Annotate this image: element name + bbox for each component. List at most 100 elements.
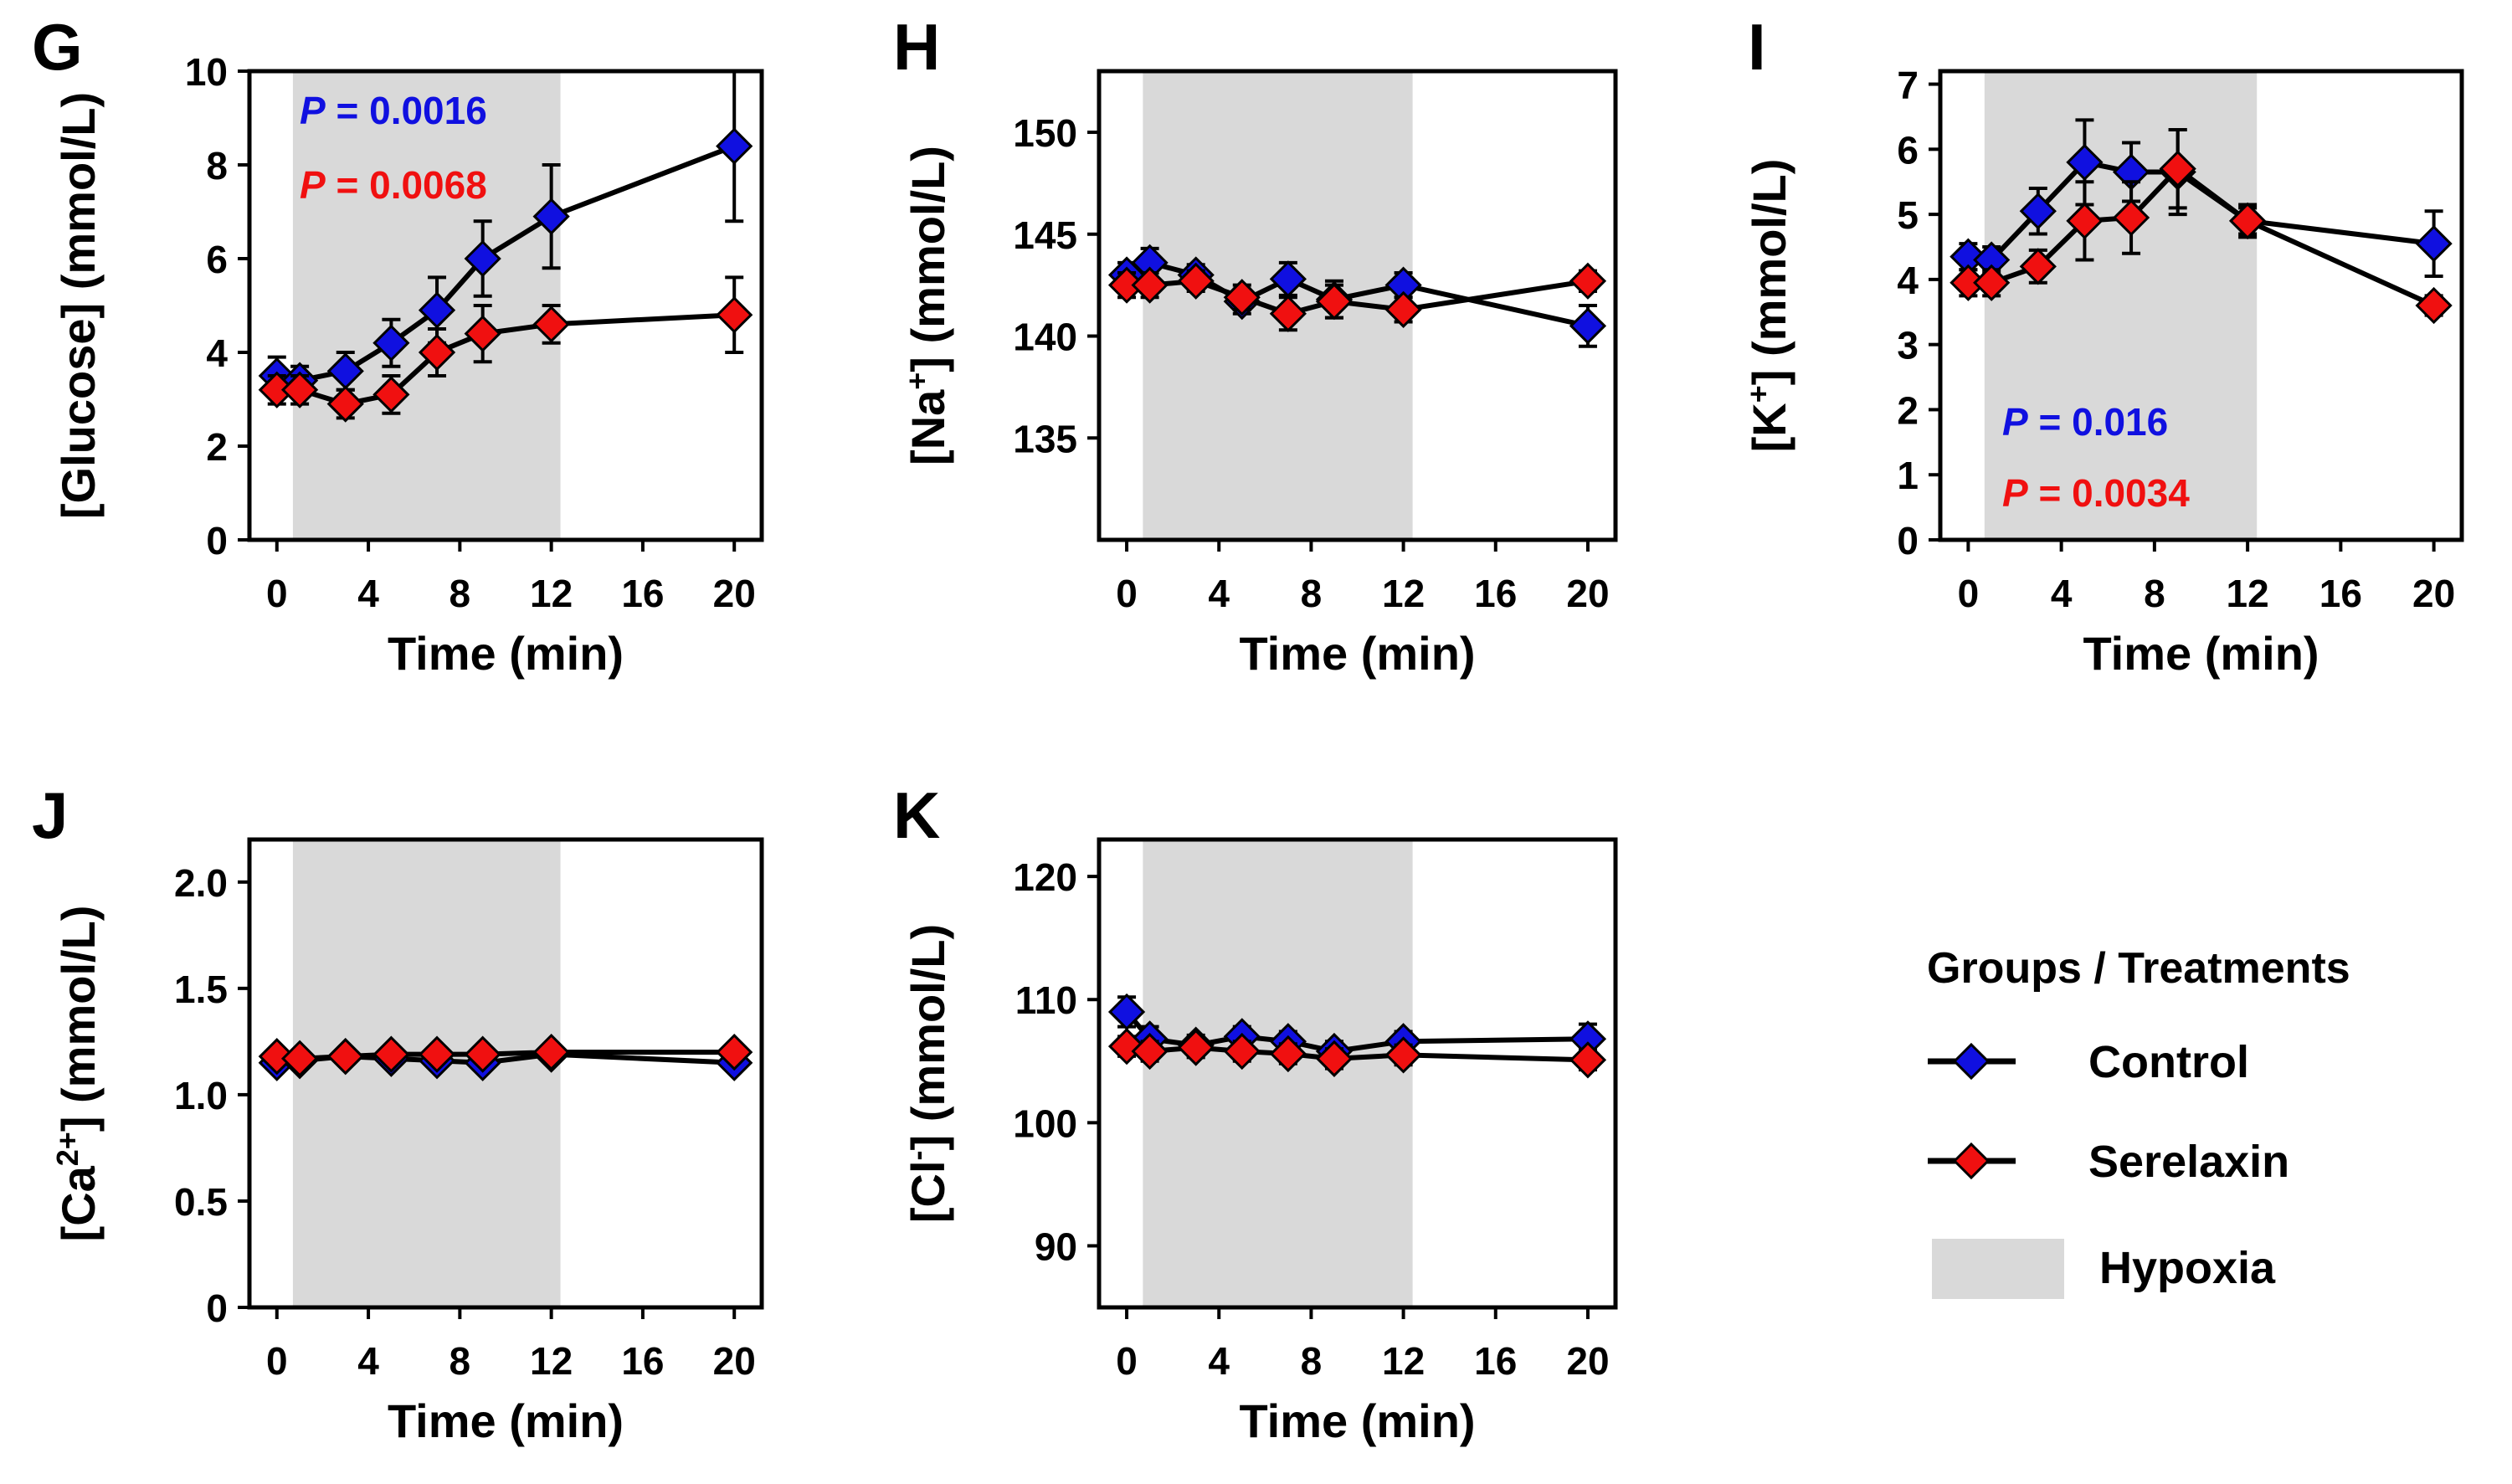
x-tick-label: 16 <box>2319 572 2362 615</box>
data-point <box>418 291 456 329</box>
x-tick-label: 16 <box>621 1339 664 1383</box>
y-tick-label: 2.0 <box>174 861 228 905</box>
series-serelaxin <box>1949 128 2453 325</box>
x-tick-label: 0 <box>1958 572 1980 615</box>
data-point <box>716 127 753 165</box>
data-point <box>2159 150 2196 187</box>
x-tick-label: 0 <box>266 1339 288 1383</box>
y-axis-label: [Na+] (mmol/L) <box>900 146 955 465</box>
hypoxia-region <box>1143 840 1413 1307</box>
plot-frame <box>247 837 764 1310</box>
data-point <box>532 306 570 343</box>
y-tick-label: 90 <box>1035 1225 1077 1268</box>
data-point <box>1569 262 1607 300</box>
data-point <box>418 333 456 372</box>
series-serelaxin <box>1107 262 1607 332</box>
y-tick-label: 110 <box>1015 978 1077 1022</box>
data-point <box>2415 224 2453 263</box>
panel-j: J 0 0.5 1.0 1.5 2.0 0 4 8 12 16 20 Time (min) [Ca2+] … <box>32 778 764 1447</box>
y-axis-label: [Cl-] (mmol/L) <box>900 924 955 1223</box>
data-point <box>1269 295 1307 332</box>
panel-g: G 0 2 4 6 8 10 0 4 8 12 16 20 Time (min) [Glucose] (mm… <box>32 10 764 680</box>
data-point <box>2112 198 2150 237</box>
x-tick-label: 20 <box>713 572 756 615</box>
y-tick-label: 145 <box>1013 213 1077 257</box>
panel-h: H 135 140 145 150 0 4 8 12 16 20 Time (min) [Na+] (m… <box>893 10 1618 680</box>
x-axis-label: Time (min) <box>2083 627 2319 680</box>
legend-control-marker <box>1952 1042 1991 1081</box>
legend-hypoxia-swatch <box>1932 1239 2064 1299</box>
x-tick-label: 20 <box>1566 1339 1609 1383</box>
p-value-annotation: P = 0.0034 <box>2002 471 2190 515</box>
x-axis-label: Time (min) <box>1239 1394 1475 1447</box>
panel-label: G <box>32 10 83 84</box>
y-tick-label: 8 <box>206 144 228 187</box>
y-tick-label: 100 <box>1013 1101 1077 1145</box>
data-point <box>2415 286 2453 325</box>
data-point <box>372 324 410 362</box>
x-tick-label: 12 <box>1382 572 1425 615</box>
data-point <box>464 1035 501 1073</box>
data-point <box>1177 262 1215 300</box>
x-tick-label: 12 <box>530 1339 573 1383</box>
data-point <box>464 315 501 352</box>
p-value-annotation: P = 0.0068 <box>300 163 487 207</box>
x-tick-label: 20 <box>2412 572 2455 615</box>
x-tick-label: 0 <box>266 572 288 615</box>
x-tick-label: 20 <box>1566 572 1609 615</box>
x-tick-label: 4 <box>357 572 379 615</box>
y-tick-label: 0 <box>206 1286 228 1330</box>
legend-hypoxia-label: Hypoxia <box>2099 1243 2276 1293</box>
x-tick-label: 16 <box>1474 1339 1517 1383</box>
panel-label: J <box>32 778 68 852</box>
x-tick-label: 8 <box>449 1339 471 1383</box>
y-tick-label: 4 <box>1897 259 1919 302</box>
x-tick-label: 16 <box>621 572 664 615</box>
hypoxia-region <box>292 840 561 1307</box>
x-tick-label: 8 <box>2144 572 2165 615</box>
x-tick-label: 4 <box>357 1339 379 1383</box>
p-value-annotation: P = 0.0016 <box>300 89 487 132</box>
x-tick-label: 4 <box>2051 572 2073 615</box>
panel-label: H <box>893 10 940 84</box>
data-point <box>418 1035 456 1073</box>
data-point <box>2066 143 2104 182</box>
plot-frame <box>1097 837 1618 1310</box>
data-point <box>716 1033 753 1071</box>
data-point <box>2066 202 2104 240</box>
data-point <box>280 1040 319 1077</box>
x-tick-label: 4 <box>1208 572 1230 615</box>
y-axis-label: [Ca2+] (mmol/L) <box>50 906 105 1242</box>
data-point <box>280 371 319 408</box>
legend-title: Groups / Treatments <box>1927 944 2350 993</box>
y-tick-label: 1 <box>1897 454 1919 497</box>
data-point <box>1177 1029 1215 1066</box>
x-tick-label: 20 <box>713 1339 756 1383</box>
panel-label: K <box>893 778 940 852</box>
data-point <box>1973 264 2011 301</box>
p-value-annotation: P = 0.016 <box>2002 400 2168 444</box>
data-point <box>1384 1036 1422 1074</box>
x-tick-label: 0 <box>1116 572 1138 615</box>
data-point <box>1269 1035 1307 1073</box>
data-point <box>464 239 501 278</box>
data-point <box>2019 193 2057 230</box>
data-point <box>326 385 364 423</box>
y-tick-label: 2 <box>1897 388 1919 432</box>
data-point <box>532 1033 570 1071</box>
y-tick-label: 1.0 <box>174 1074 228 1117</box>
legend-serelaxin-label: Serelaxin <box>2088 1137 2289 1187</box>
x-tick-label: 4 <box>1208 1339 1230 1383</box>
y-tick-label: 7 <box>1897 64 1919 107</box>
y-tick-label: 1.5 <box>174 968 228 1011</box>
legend-control-label: Control <box>2088 1037 2249 1087</box>
y-tick-label: 150 <box>1013 111 1077 155</box>
y-tick-label: 2 <box>206 425 228 469</box>
data-point <box>1569 307 1607 345</box>
legend-serelaxin-marker <box>1952 1142 1991 1180</box>
data-point <box>1315 1040 1354 1077</box>
data-point <box>372 1035 410 1073</box>
data-point <box>532 198 570 235</box>
y-axis-label: [Glucose] (mmol/L) <box>52 92 105 519</box>
data-point <box>1315 283 1354 321</box>
